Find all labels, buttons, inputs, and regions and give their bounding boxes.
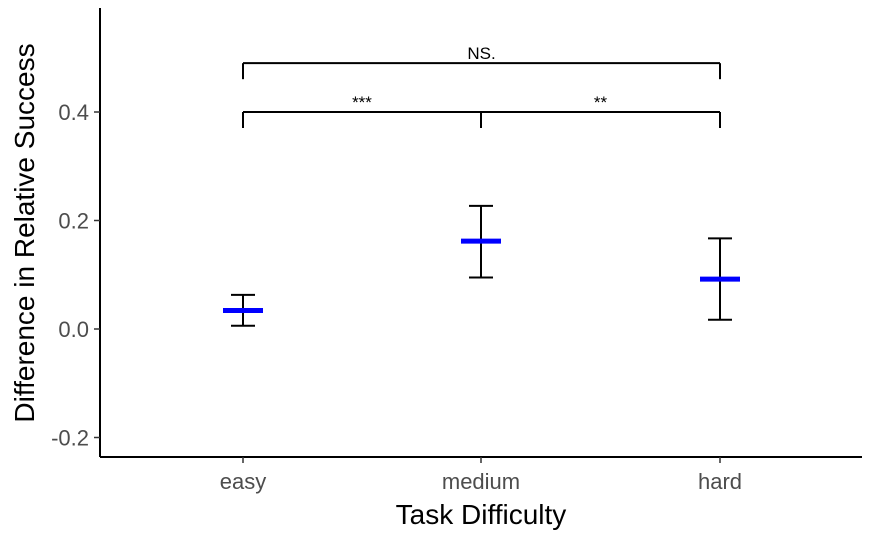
significance-label: ** <box>594 93 608 112</box>
y-axis-title: Difference in Relative Success <box>9 43 40 422</box>
y-tick-label: 0.4 <box>58 100 89 125</box>
x-tick-label: hard <box>698 469 742 494</box>
y-tick-label: 0.0 <box>58 317 89 342</box>
axes: -0.2 0.0 0.2 0.4 easy medium hard <box>51 8 862 494</box>
x-tick-label: easy <box>220 469 266 494</box>
significance-label: NS. <box>467 44 495 63</box>
significance-label: *** <box>352 93 372 112</box>
x-tick-label: medium <box>442 469 520 494</box>
marks <box>223 204 740 327</box>
y-tick-label: 0.2 <box>58 209 89 234</box>
significance-brackets: *** **NS. <box>242 44 721 128</box>
y-tick-label: -0.2 <box>51 426 89 451</box>
x-axis-title: Task Difficulty <box>396 499 567 530</box>
